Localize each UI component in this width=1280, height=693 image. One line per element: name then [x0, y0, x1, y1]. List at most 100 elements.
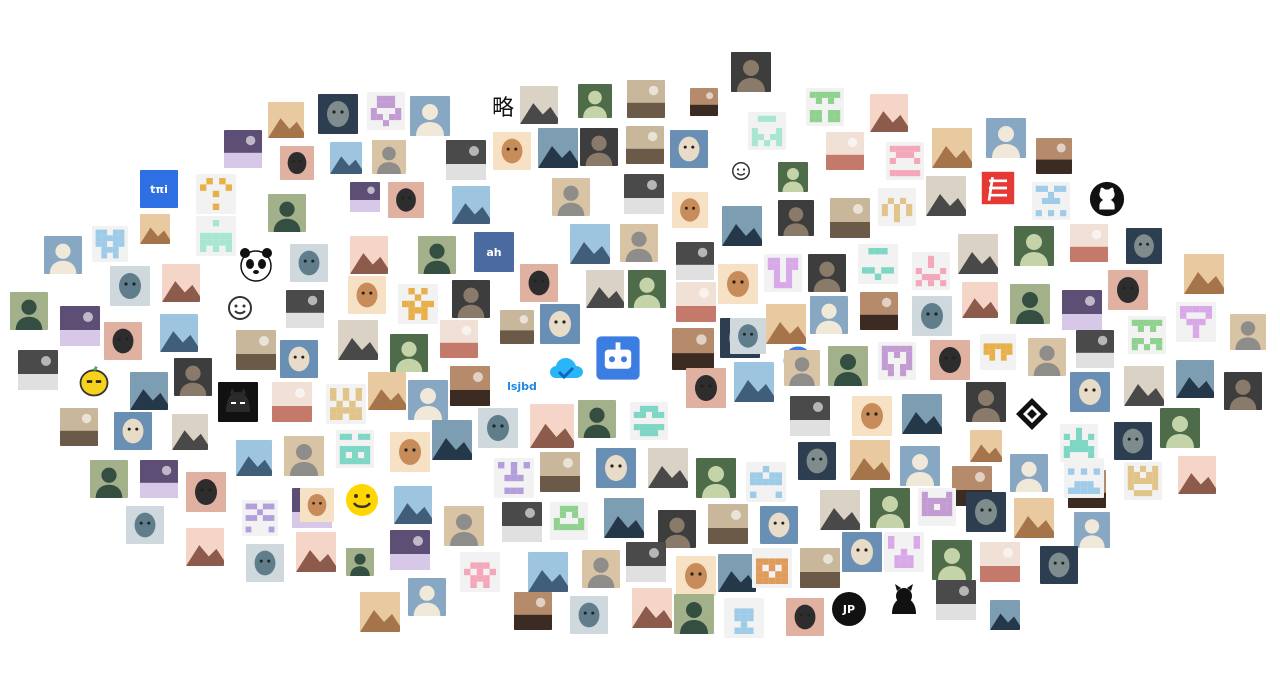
user-avatar[interactable] [628, 270, 666, 308]
user-avatar[interactable] [440, 320, 478, 358]
user-avatar[interactable] [18, 350, 58, 390]
user-avatar[interactable] [1230, 314, 1266, 350]
identicon-avatar[interactable] [550, 502, 588, 540]
identicon-avatar[interactable] [748, 112, 786, 150]
user-avatar[interactable] [318, 94, 358, 134]
identicon-avatar[interactable] [196, 174, 236, 214]
user-avatar[interactable] [798, 442, 836, 480]
user-avatar[interactable] [338, 320, 378, 360]
user-avatar[interactable] [410, 96, 450, 136]
user-avatar[interactable] [160, 314, 198, 352]
user-avatar[interactable] [284, 436, 324, 476]
user-avatar[interactable] [722, 206, 762, 246]
user-avatar[interactable] [936, 580, 976, 620]
user-avatar[interactable] [686, 368, 726, 408]
user-avatar[interactable] [140, 460, 178, 498]
user-avatar[interactable] [290, 244, 328, 282]
user-avatar[interactable] [236, 440, 272, 476]
user-avatar[interactable] [388, 182, 424, 218]
user-avatar[interactable] [90, 460, 128, 498]
identicon-avatar[interactable] [884, 532, 924, 572]
user-avatar[interactable] [390, 334, 428, 372]
user-avatar[interactable] [502, 502, 542, 542]
user-avatar[interactable] [296, 532, 336, 572]
user-avatar[interactable] [172, 414, 208, 450]
user-avatar[interactable] [60, 408, 98, 446]
user-avatar[interactable] [372, 140, 406, 174]
identicon-avatar[interactable] [1064, 458, 1104, 498]
user-avatar[interactable] [670, 130, 708, 168]
user-avatar[interactable] [570, 224, 610, 264]
user-avatar[interactable] [514, 592, 552, 630]
user-avatar[interactable] [246, 544, 284, 582]
user-avatar[interactable] [1040, 546, 1078, 584]
user-avatar[interactable] [268, 194, 306, 232]
user-avatar[interactable] [604, 498, 644, 538]
user-avatar[interactable] [186, 472, 226, 512]
identicon-avatar[interactable] [980, 334, 1016, 370]
user-avatar[interactable] [620, 224, 658, 262]
user-avatar[interactable] [268, 102, 304, 138]
user-avatar[interactable] [360, 592, 400, 632]
user-avatar[interactable] [272, 382, 312, 422]
user-avatar[interactable] [570, 596, 608, 634]
user-avatar[interactable] [140, 214, 170, 244]
user-avatar[interactable] [676, 556, 716, 596]
user-avatar[interactable] [778, 200, 814, 236]
user-avatar[interactable] [718, 554, 756, 592]
user-avatar[interactable] [1028, 338, 1066, 376]
user-avatar[interactable] [350, 236, 388, 274]
user-avatar[interactable] [452, 186, 490, 224]
user-avatar[interactable] [626, 126, 664, 164]
user-avatar[interactable] [658, 510, 696, 548]
robot-icon[interactable] [594, 334, 642, 382]
user-avatar[interactable] [286, 290, 324, 328]
identicon-avatar[interactable] [752, 548, 792, 588]
user-avatar[interactable] [1070, 224, 1108, 262]
user-avatar[interactable] [648, 448, 688, 488]
user-avatar[interactable] [852, 396, 892, 436]
user-avatar[interactable] [520, 264, 558, 302]
user-avatar[interactable] [912, 296, 952, 336]
user-avatar[interactable] [902, 394, 942, 434]
identicon-avatar[interactable] [196, 216, 236, 256]
user-avatar[interactable] [731, 52, 771, 92]
user-avatar[interactable] [1114, 422, 1152, 460]
user-avatar[interactable] [900, 446, 940, 486]
smiley-outline-icon[interactable] [726, 156, 756, 186]
user-avatar[interactable] [390, 530, 430, 570]
user-avatar[interactable] [520, 86, 558, 124]
user-avatar[interactable] [828, 346, 868, 386]
user-avatar[interactable] [826, 132, 864, 170]
user-avatar[interactable] [1014, 226, 1054, 266]
user-avatar[interactable] [986, 118, 1026, 158]
identicon-avatar[interactable] [326, 384, 366, 424]
user-avatar[interactable] [528, 552, 568, 592]
user-avatar[interactable] [1184, 254, 1224, 294]
user-avatar[interactable] [580, 128, 618, 166]
user-avatar[interactable] [870, 94, 908, 132]
identicon-avatar[interactable] [336, 430, 374, 468]
identicon-avatar[interactable] [1128, 316, 1166, 354]
user-avatar[interactable] [730, 318, 766, 354]
user-avatar[interactable] [1074, 512, 1110, 548]
user-avatar[interactable] [1160, 408, 1200, 448]
identicon-avatar[interactable] [878, 188, 916, 226]
diamond-logo-icon[interactable] [1012, 394, 1052, 434]
user-avatar[interactable] [330, 142, 362, 174]
user-avatar[interactable] [444, 506, 484, 546]
user-avatar[interactable] [10, 292, 48, 330]
identicon-avatar[interactable] [764, 254, 802, 292]
user-avatar[interactable] [932, 128, 972, 168]
user-avatar[interactable] [224, 130, 262, 168]
user-avatar[interactable] [432, 420, 472, 460]
user-avatar[interactable] [690, 88, 718, 116]
identicon-avatar[interactable] [912, 252, 950, 290]
identicon-avatar[interactable] [746, 462, 786, 502]
user-avatar[interactable] [930, 340, 970, 380]
avatar-label-tile[interactable]: tπi [140, 170, 178, 208]
smiley-icon[interactable] [342, 480, 382, 520]
avatar-label-tile[interactable]: 略 [484, 90, 522, 128]
user-avatar[interactable] [766, 304, 806, 344]
user-avatar[interactable] [450, 366, 490, 406]
